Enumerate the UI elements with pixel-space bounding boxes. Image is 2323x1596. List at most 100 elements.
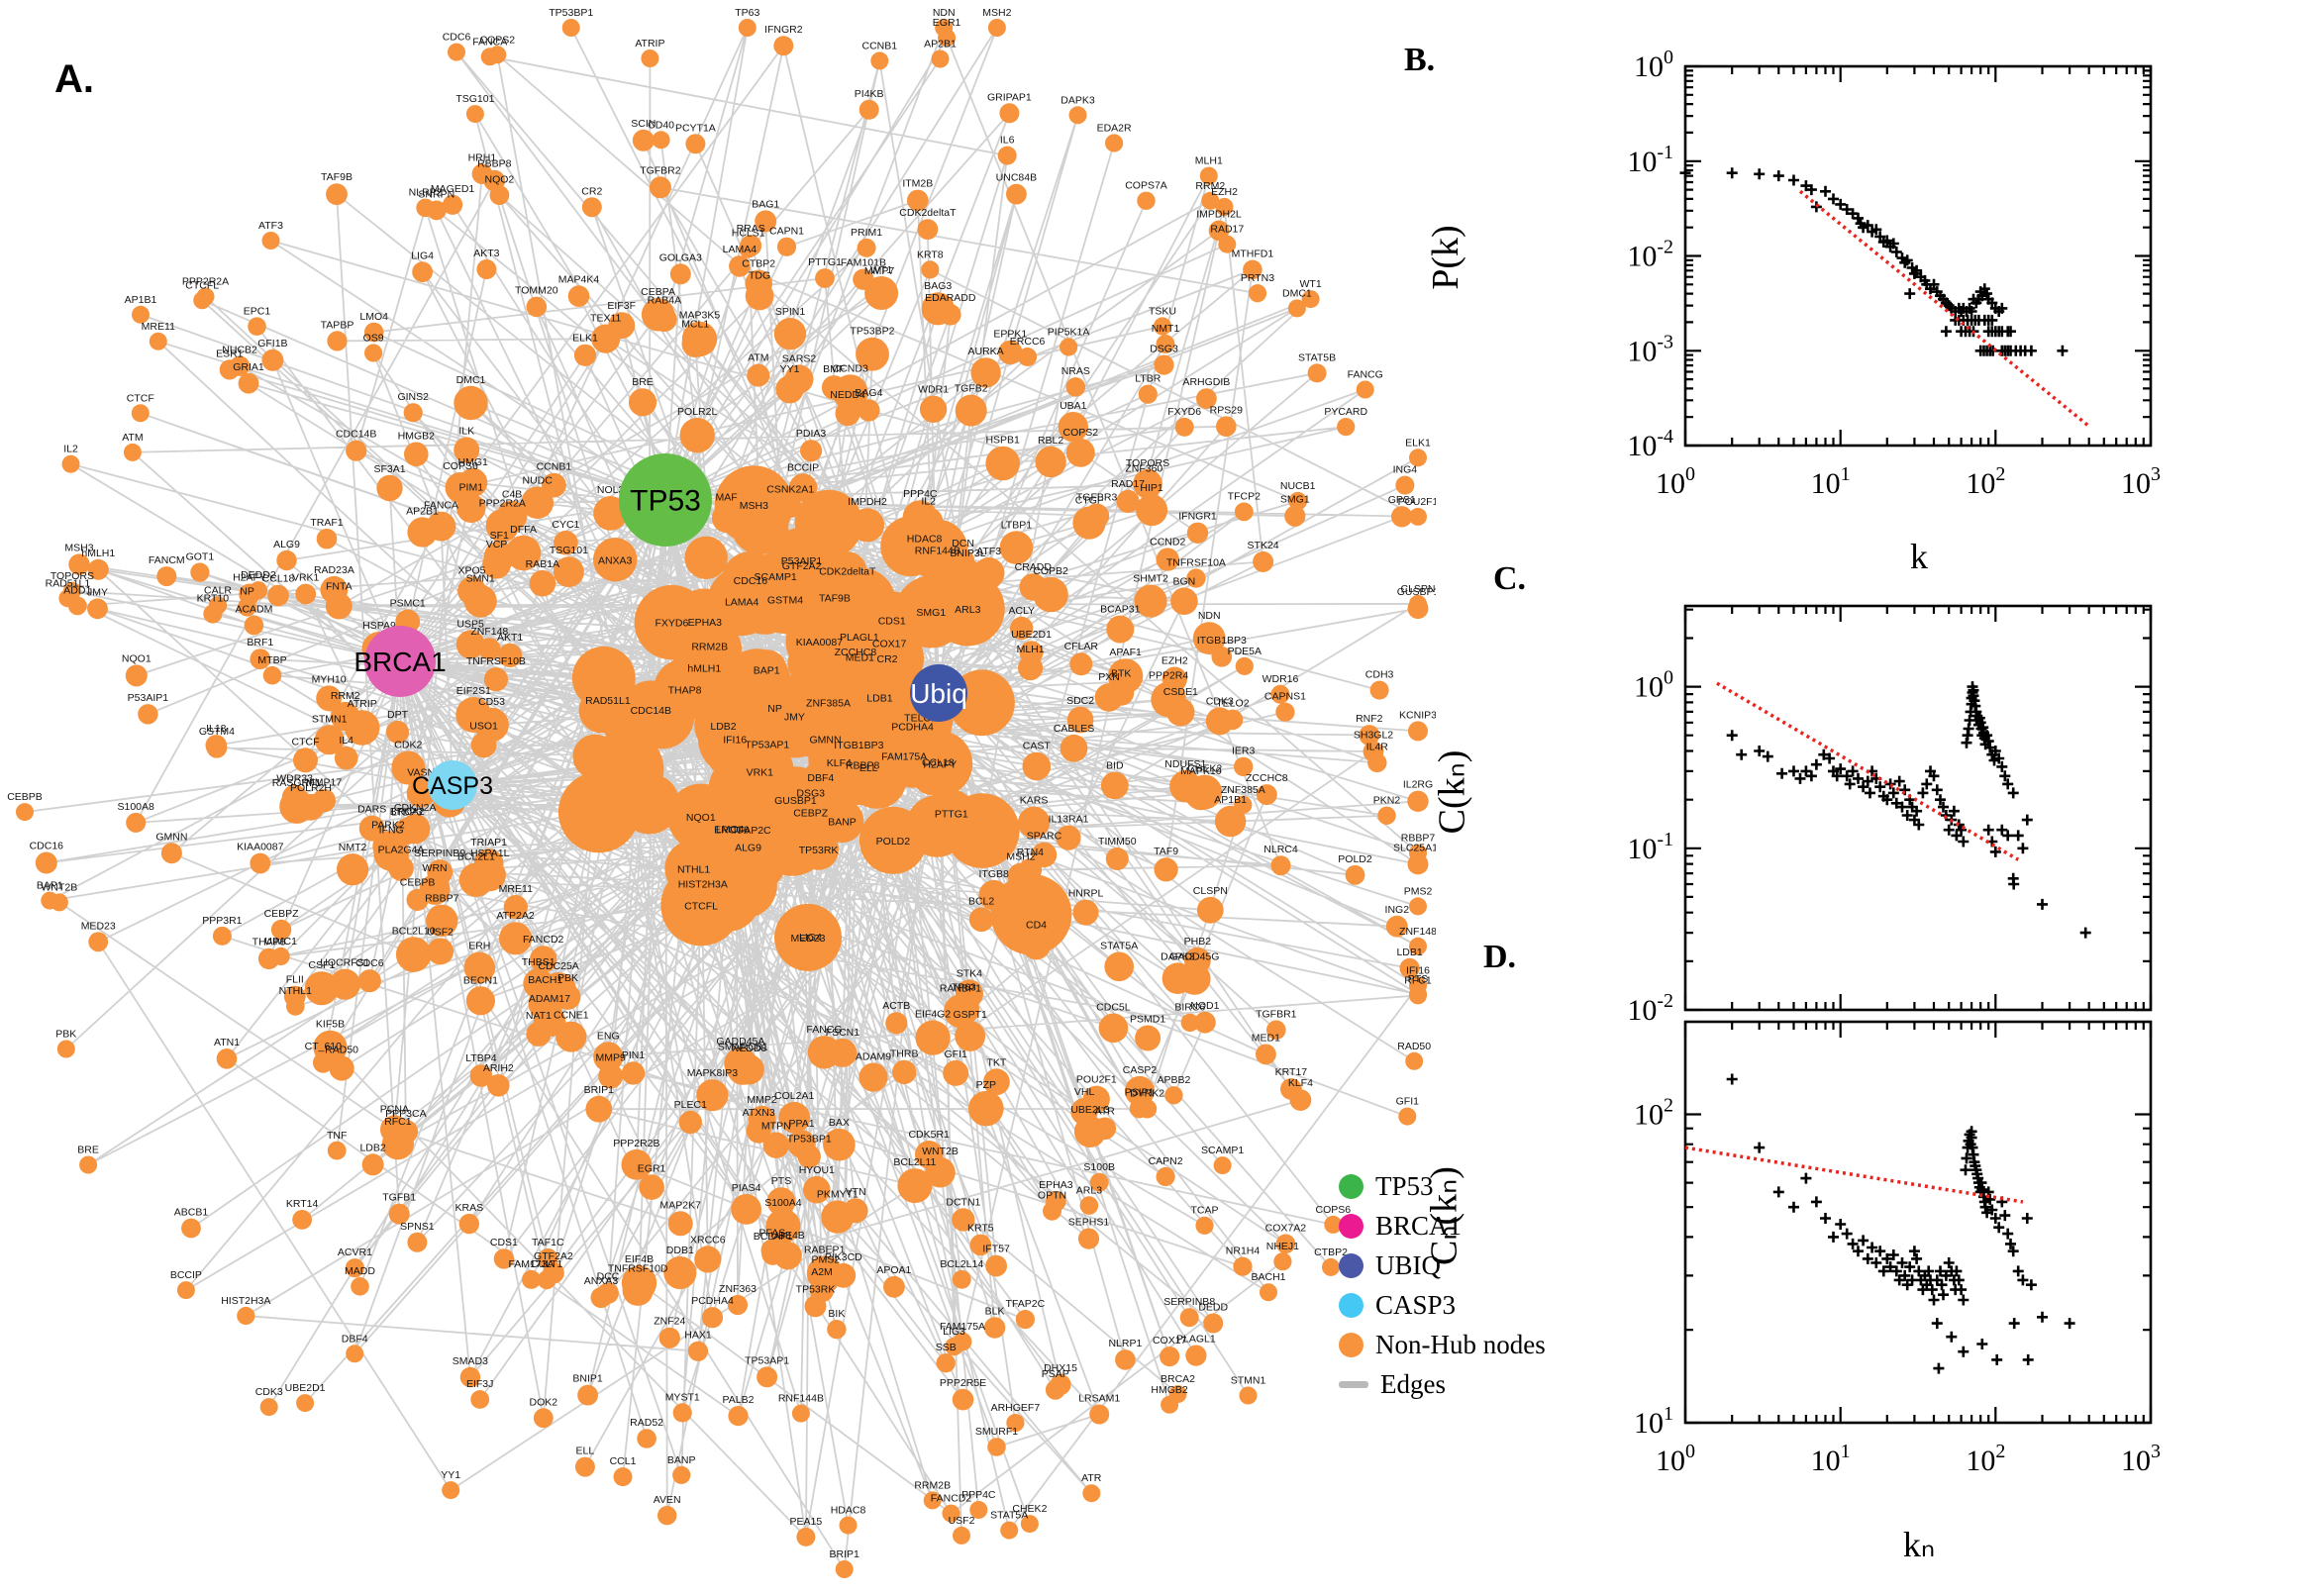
- network-node: [160, 843, 182, 864]
- network-node: [683, 620, 736, 672]
- node-label: CSDE1: [1163, 686, 1198, 698]
- node-label: CTBP2: [1314, 1247, 1348, 1258]
- node-label: IFT57: [982, 1244, 1010, 1255]
- node-label: NDN: [933, 7, 956, 19]
- node-label: THAP8: [668, 685, 702, 697]
- network-node: [458, 862, 494, 897]
- node-label: BTK: [1111, 668, 1131, 680]
- node-label: STK24: [1248, 540, 1279, 551]
- network-node: [788, 473, 818, 502]
- network-node: [983, 1068, 1010, 1096]
- network-node: [1153, 317, 1172, 336]
- network-node: [1058, 412, 1089, 443]
- network-node: [363, 322, 384, 343]
- node-label: S100A4: [764, 1197, 802, 1209]
- network-node: [238, 372, 259, 394]
- network-node: [61, 454, 80, 473]
- node-label: PIP5K1A: [1048, 326, 1090, 338]
- node-label: IL13RA1: [1049, 814, 1089, 826]
- node-label: BRE: [632, 376, 654, 388]
- network-node: [498, 922, 533, 955]
- node-label: MRE11: [142, 321, 175, 333]
- node-label: NLRC4: [1263, 844, 1298, 855]
- node-label: ITGB8: [979, 868, 1010, 880]
- legend-color-swatch: [1339, 1292, 1364, 1318]
- node-label: SPARC: [1027, 831, 1062, 843]
- node-label: IER3: [1232, 746, 1256, 757]
- node-label: FXYD6: [1167, 406, 1201, 418]
- network-node: [357, 969, 381, 993]
- tick-label: 100: [1634, 47, 1673, 83]
- node-label: POLD2: [1338, 853, 1372, 865]
- node-label: TFAP2C: [732, 825, 771, 837]
- network-node: [1199, 166, 1218, 185]
- network-node: [800, 440, 823, 462]
- network-node: [329, 968, 360, 1000]
- hub-node-ubiq: [910, 664, 967, 722]
- legend-edge-swatch: [1339, 1380, 1368, 1388]
- node-label: DCN: [952, 538, 974, 549]
- network-node: [470, 1390, 490, 1409]
- node-label: HRH1: [468, 151, 497, 163]
- node-label: WRN: [423, 862, 448, 874]
- node-label: RNF2: [1356, 713, 1383, 725]
- node-label: PPP2R2A: [479, 497, 526, 509]
- network-node: [1019, 573, 1048, 601]
- node-label: DMC1: [456, 374, 486, 386]
- node-label: HMGB2: [398, 431, 436, 443]
- node-label: S100B: [1083, 1161, 1115, 1173]
- network-node: [443, 194, 463, 215]
- node-label: TFCP2: [1228, 491, 1261, 503]
- network-node: [1089, 1172, 1109, 1192]
- node-label: LIG4: [411, 249, 434, 261]
- network-node: [953, 1332, 972, 1351]
- network-node: [857, 238, 876, 257]
- node-label: APAF1: [1109, 647, 1142, 658]
- node-label: CDKN2A: [394, 802, 437, 814]
- network-node: [1098, 1013, 1129, 1044]
- node-label: FAM175A: [940, 1321, 985, 1333]
- node-label: GPS1: [1388, 494, 1416, 506]
- node-label: NEDD4: [830, 389, 865, 401]
- node-label: CHEK2: [1012, 1503, 1047, 1515]
- network-node: [327, 331, 348, 351]
- network-node: [637, 1429, 656, 1448]
- node-label: VCP: [486, 539, 508, 550]
- node-label: LMO4: [716, 824, 745, 836]
- network-node: [639, 1174, 664, 1200]
- network-node: [921, 260, 940, 279]
- network-node: [1324, 1215, 1343, 1234]
- node-label: PPP3R1: [202, 915, 242, 927]
- network-node: [953, 1526, 970, 1545]
- node-label: BID: [1106, 760, 1124, 772]
- node-label: FAM101B: [841, 257, 886, 269]
- network-node: [727, 1052, 759, 1085]
- node-label: DEDD2: [241, 569, 276, 581]
- node-label: SH3GL2: [1354, 730, 1393, 742]
- node-label: BAG1: [752, 198, 779, 210]
- network-node: [684, 536, 728, 579]
- node-label: CDK2deltaT: [819, 566, 876, 578]
- node-label: WNT2B: [42, 881, 78, 893]
- node-label: APOA1: [876, 1264, 911, 1276]
- node-label: CD4: [1026, 920, 1047, 932]
- node-label: NOD1: [1190, 1000, 1219, 1012]
- node-label: CCL18: [922, 756, 955, 768]
- network-node: [216, 1048, 238, 1069]
- network-node: [1409, 449, 1427, 467]
- network-node: [1100, 771, 1129, 800]
- node-label: MLH1: [1017, 644, 1045, 655]
- legend-item-label: BRCA1: [1375, 1210, 1463, 1241]
- node-label: SMN1: [466, 573, 495, 585]
- network-node: [660, 864, 742, 947]
- network-node: [1215, 197, 1234, 216]
- node-label: CDC6: [355, 957, 384, 969]
- network-node: [1156, 548, 1179, 571]
- node-label: TNFRSF10D: [608, 1263, 668, 1275]
- node-label: PEA15: [790, 1516, 823, 1528]
- node-label: GFI1: [945, 1048, 967, 1060]
- node-label: NLRP1: [1108, 1338, 1142, 1349]
- network-node: [88, 932, 109, 952]
- legend-item-casp3: CASP3: [1339, 1285, 1546, 1325]
- node-label: BACH1: [1251, 1271, 1285, 1283]
